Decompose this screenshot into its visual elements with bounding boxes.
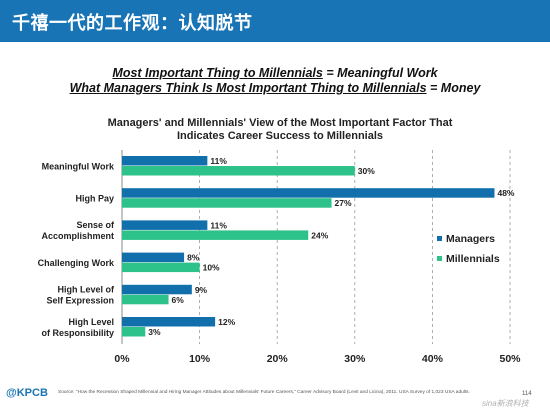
headline-2-answer: = Money	[426, 81, 481, 95]
data-label: 48%	[497, 188, 514, 198]
slide-title: 千禧一代的工作观：认知脱节	[12, 13, 253, 34]
legend-swatch-millennials	[437, 256, 442, 261]
brand-logo-text: @KPCB	[6, 387, 48, 399]
bar-managers	[122, 156, 208, 166]
category-label: Sense of	[76, 220, 115, 230]
legend-label-managers: Managers	[446, 233, 495, 245]
bar-managers	[122, 252, 185, 263]
data-label: 11%	[210, 220, 227, 230]
x-tick-label: 30%	[344, 353, 366, 365]
data-label: 8%	[187, 253, 200, 263]
bar-managers	[122, 220, 208, 230]
page-number: 114	[522, 391, 532, 397]
bar-millennials	[122, 327, 146, 337]
legend-swatch-managers	[437, 236, 442, 241]
chart-title-line-1: Managers' and Millennials' View of the M…	[107, 117, 453, 129]
headline-millennials: Most Important Thing to Millennials = Me…	[0, 66, 550, 80]
x-tick-label: 0%	[114, 353, 130, 365]
bar-managers	[122, 317, 216, 327]
bar-millennials	[122, 230, 309, 240]
watermark: sina新浪科技	[482, 399, 529, 408]
x-tick-label: 50%	[499, 353, 521, 365]
data-label: 30%	[358, 166, 375, 176]
category-label: High Level	[68, 317, 114, 327]
headline-2-subject: What Managers Think Is Most Important Th…	[69, 81, 427, 95]
bar-millennials	[122, 166, 355, 176]
category-label: High Level of	[57, 285, 115, 295]
title-banner: 千禧一代的工作观：认知脱节	[0, 0, 550, 42]
bar-millennials	[122, 262, 200, 273]
data-label: 6%	[172, 295, 185, 305]
data-label: 27%	[335, 198, 352, 208]
data-label: 11%	[210, 156, 227, 166]
category-label: Accomplishment	[41, 231, 114, 241]
bar-managers	[122, 284, 192, 295]
source-note: Source: "How the Recession Shaped Millen…	[58, 390, 470, 395]
data-label: 9%	[195, 285, 208, 295]
category-label: High Pay	[75, 193, 114, 203]
chart-title-line-2: Indicates Career Success to Millennials	[176, 130, 384, 142]
data-label: 10%	[203, 263, 220, 273]
bar-millennials	[122, 198, 332, 208]
category-label: Meaningful Work	[42, 161, 115, 171]
headline-1-answer: = Meaningful Work	[322, 66, 438, 80]
x-tick-label: 10%	[189, 353, 211, 365]
category-label: Challenging Work	[38, 258, 115, 268]
category-label: Self Expression	[46, 296, 114, 306]
x-tick-label: 40%	[422, 353, 444, 365]
headline-1-subject: Most Important Thing to Millennials	[112, 66, 323, 80]
category-label: of Responsibility	[41, 328, 114, 338]
legend-label-millennials: Millennials	[446, 253, 500, 265]
data-label: 3%	[148, 327, 161, 337]
data-label: 24%	[311, 230, 328, 240]
headline-managers: What Managers Think Is Most Important Th…	[0, 81, 550, 95]
x-tick-label: 20%	[267, 353, 289, 365]
data-label: 12%	[218, 317, 235, 327]
bar-managers	[122, 188, 495, 198]
bar-millennials	[122, 294, 169, 305]
